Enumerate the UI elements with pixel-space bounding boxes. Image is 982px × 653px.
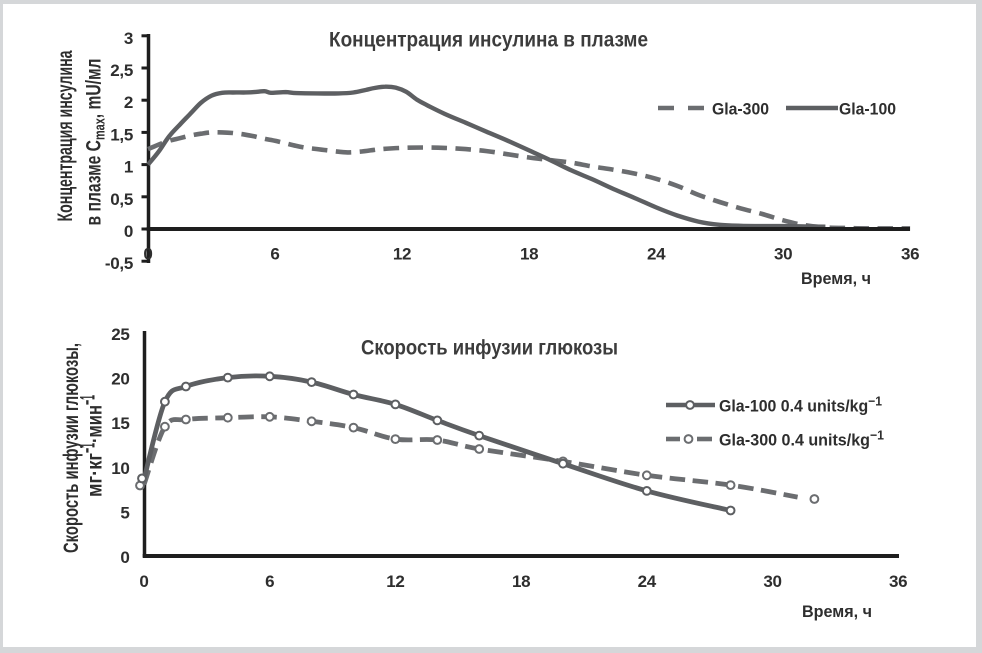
svg-text:20: 20: [111, 370, 129, 389]
svg-text:·мин: ·мин: [83, 405, 107, 443]
svg-text:Время, ч: Время, ч: [802, 602, 872, 621]
svg-text:мг·кг: мг·кг: [83, 453, 107, 497]
svg-text:1: 1: [124, 158, 133, 177]
svg-text:2,5: 2,5: [110, 61, 133, 80]
svg-text:6: 6: [270, 245, 279, 264]
svg-text:1,5: 1,5: [110, 125, 133, 144]
svg-text:15: 15: [111, 414, 129, 433]
svg-text:6: 6: [265, 572, 274, 591]
svg-text:Концентрация инсулина в плазме: Концентрация инсулина в плазме: [329, 28, 648, 52]
svg-text:12: 12: [393, 245, 411, 264]
svg-text:0: 0: [139, 572, 148, 591]
svg-text:0: 0: [143, 245, 152, 264]
svg-text:Gla-300 0.4 units/kg−1: Gla-300 0.4 units/kg−1: [719, 428, 884, 450]
svg-text:Скорость инфузии глюкозы: Скорость инфузии глюкозы: [361, 336, 618, 360]
svg-text:0: 0: [124, 222, 133, 241]
svg-text:10: 10: [111, 459, 129, 478]
svg-text:30: 30: [774, 245, 792, 264]
svg-text:−1: −1: [76, 443, 100, 453]
svg-text:36: 36: [901, 245, 919, 264]
svg-text:в плазме Cmax, mU/мл: в плазме Cmax, mU/мл: [82, 59, 109, 226]
svg-text:36: 36: [889, 572, 907, 591]
svg-text:−1: −1: [76, 395, 100, 405]
svg-text:0,5: 0,5: [110, 190, 133, 209]
svg-text:30: 30: [763, 572, 781, 591]
svg-text:18: 18: [512, 572, 530, 591]
svg-text:Gla-300: Gla-300: [712, 100, 769, 119]
svg-text:24: 24: [638, 572, 657, 591]
svg-text:5: 5: [120, 503, 129, 522]
svg-text:Gla-100: Gla-100: [839, 100, 896, 119]
svg-text:24: 24: [647, 245, 666, 264]
svg-text:-0,5: -0,5: [105, 254, 133, 273]
svg-text:Gla-100 0.4 units/kg−1: Gla-100 0.4 units/kg−1: [719, 394, 882, 416]
svg-text:18: 18: [520, 245, 538, 264]
svg-text:0: 0: [120, 548, 129, 567]
svg-text:Скорость инфузии глюкозы,: Скорость инфузии глюкозы,: [59, 343, 83, 553]
svg-text:Время, ч: Время, ч: [801, 269, 871, 288]
svg-text:Концентрация инсулина: Концентрация инсулина: [53, 50, 77, 222]
svg-text:2: 2: [124, 93, 133, 112]
svg-text:25: 25: [111, 325, 129, 344]
svg-text:3: 3: [124, 29, 133, 48]
svg-text:12: 12: [386, 572, 404, 591]
